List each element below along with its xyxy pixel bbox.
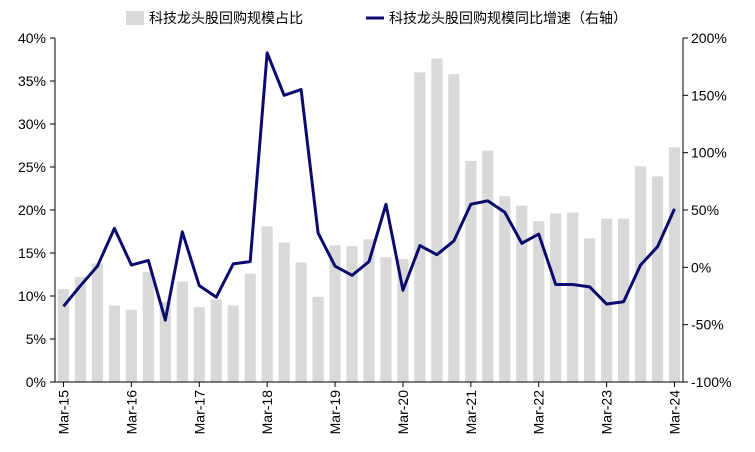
bar-Sep-20 — [431, 58, 443, 382]
bar-Mar-19 — [329, 245, 341, 382]
right-tick-label: -50% — [691, 317, 724, 333]
right-tick-label: -100% — [691, 374, 731, 390]
left-tick-label: 10% — [18, 288, 46, 304]
bar-Mar-16 — [125, 309, 137, 382]
bar-Dec-19 — [380, 257, 392, 382]
bar-Sep-22 — [567, 212, 579, 382]
left-axis-ticks: 0% 5% 10% 15% 20% 25% 30% 35% 40% — [18, 30, 55, 390]
bar-Mar-24 — [668, 147, 681, 382]
bar-Jun-17 — [210, 299, 222, 382]
bar-Mar-20 — [397, 259, 409, 382]
right-axis-ticks: -100% -50% 0% 50% 100% 150% 200% — [683, 30, 731, 390]
left-tick-label: 35% — [18, 73, 46, 89]
bar-Sep-21 — [499, 196, 511, 382]
x-tick-label: Mar-22 — [531, 390, 547, 435]
x-tick-label: Mar-16 — [123, 390, 139, 435]
right-tick-label: 150% — [691, 87, 727, 103]
bar-Dec-22 — [584, 238, 596, 382]
left-tick-label: 20% — [18, 202, 46, 218]
bar-Mar-17 — [193, 307, 205, 382]
bar-Jun-15 — [74, 277, 87, 382]
bar-Dec-17 — [244, 273, 256, 382]
bar-Sep-18 — [295, 262, 307, 382]
left-tick-label: 15% — [18, 245, 46, 261]
legend-line-label: 科技龙头股回购规模同比增速（右轴） — [389, 11, 627, 27]
x-tick-label: Mar-15 — [55, 390, 71, 435]
x-tick-label: Mar-17 — [191, 390, 207, 435]
bar-Mar-22 — [533, 221, 545, 382]
bar-Sep-23 — [634, 166, 647, 382]
left-tick-label: 25% — [18, 159, 46, 175]
x-axis-ticks: Mar-15 Mar-16 Mar-17 Mar-18 Mar-19 Mar-20 Mar-… — [55, 382, 683, 435]
bar-Dec-16 — [176, 281, 188, 382]
left-tick-label: 40% — [18, 30, 46, 46]
left-tick-label: 0% — [26, 374, 46, 390]
legend: 科技龙头股回购规模占比 科技龙头股回购规模同比增速（右轴） — [126, 11, 627, 27]
bar-Jun-21 — [482, 150, 494, 382]
bar-Jun-19 — [346, 246, 358, 382]
bar-Mar-15 — [57, 289, 70, 382]
line-series — [62, 51, 676, 322]
right-tick-label: 0% — [691, 259, 711, 275]
bar-Jun-20 — [414, 72, 426, 383]
right-tick-label: 200% — [691, 30, 727, 46]
x-tick-label: Mar-24 — [667, 390, 683, 435]
bar-series — [57, 58, 681, 383]
bar-Dec-20 — [448, 74, 460, 383]
bar-Dec-21 — [516, 205, 528, 382]
x-tick-label: Mar-19 — [327, 390, 343, 435]
bar-Mar-18 — [261, 226, 273, 382]
x-tick-label: Mar-18 — [259, 390, 275, 435]
bar-Sep-19 — [363, 239, 375, 382]
x-tick-label: Mar-23 — [599, 390, 615, 435]
bar-Mar-23 — [601, 218, 613, 382]
legend-bar-label: 科技龙头股回购规模占比 — [149, 11, 303, 27]
bar-Jun-16 — [142, 271, 154, 382]
legend-bar-swatch — [126, 11, 144, 25]
x-tick-label: Mar-20 — [395, 390, 411, 435]
left-tick-label: 30% — [18, 116, 46, 132]
bar-Sep-17 — [227, 305, 239, 382]
right-tick-label: 50% — [691, 202, 719, 218]
bar-Dec-18 — [312, 296, 324, 382]
bar-Dec-23 — [651, 176, 664, 382]
bar-Jun-18 — [278, 242, 290, 382]
bar-Sep-15 — [91, 263, 104, 382]
bar-Dec-15 — [108, 305, 120, 382]
x-tick-label: Mar-21 — [463, 390, 479, 435]
right-tick-label: 100% — [691, 145, 727, 161]
bar-Mar-21 — [465, 160, 477, 382]
left-tick-label: 5% — [26, 331, 46, 347]
bar-Sep-16 — [159, 302, 171, 382]
bar-Jun-22 — [550, 213, 562, 382]
